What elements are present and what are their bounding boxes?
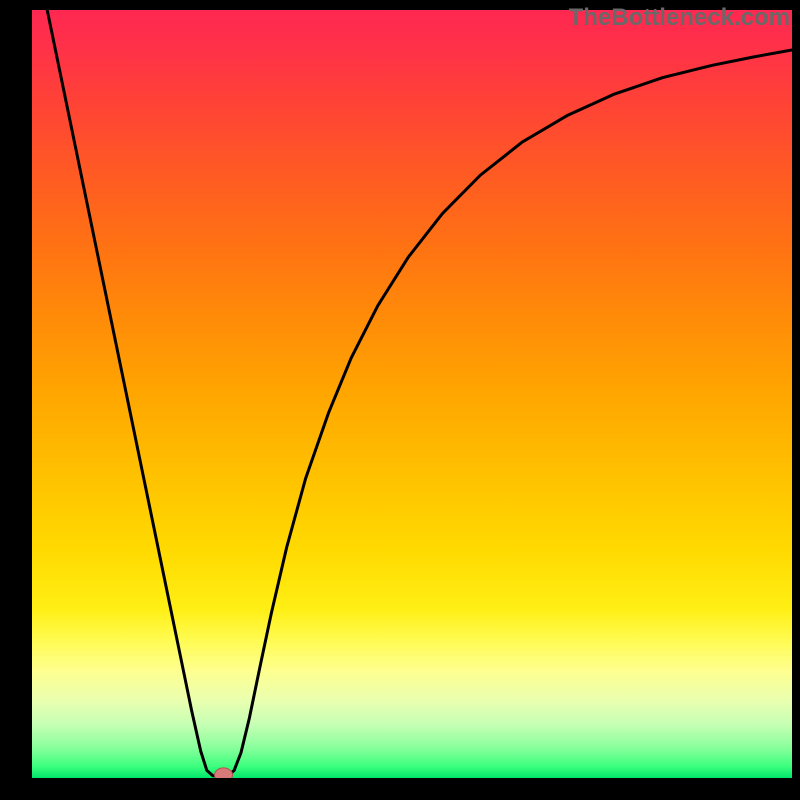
chart-frame: TheBottleneck.com bbox=[0, 0, 800, 800]
chart-svg bbox=[32, 10, 792, 778]
watermark-text: TheBottleneck.com bbox=[569, 4, 790, 32]
plot-area bbox=[32, 10, 792, 778]
optimum-marker bbox=[215, 768, 233, 778]
gradient-background bbox=[32, 10, 792, 778]
